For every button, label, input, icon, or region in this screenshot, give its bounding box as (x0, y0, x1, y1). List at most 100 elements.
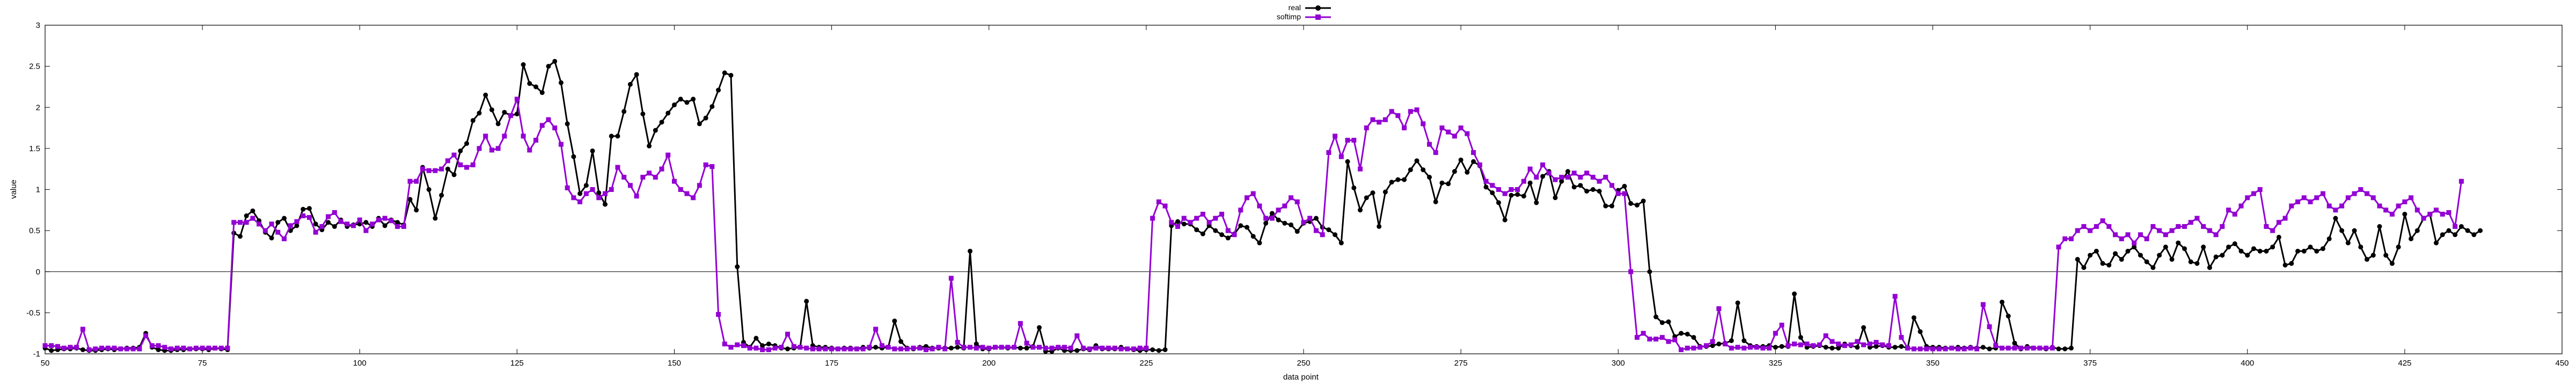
data-point-softimp (2144, 236, 2149, 241)
data-point-softimp (1968, 345, 1973, 351)
data-point-real (583, 183, 589, 188)
data-point-softimp (1666, 339, 1671, 344)
data-point-softimp (2125, 232, 2131, 237)
x-tick-label: 275 (1454, 359, 1468, 368)
data-point-softimp (376, 217, 381, 222)
data-point-real (533, 84, 539, 90)
data-point-real (647, 143, 652, 149)
data-point-softimp (99, 345, 105, 351)
data-point-real (2326, 236, 2332, 241)
data-point-softimp (2201, 224, 2206, 229)
data-point-softimp (1452, 133, 1457, 139)
data-point-real (665, 110, 671, 116)
data-point-softimp (112, 345, 117, 351)
data-point-softimp (1848, 342, 1854, 347)
data-point-real (2213, 254, 2219, 259)
data-point-real (1829, 345, 1835, 351)
data-point-softimp (684, 191, 690, 196)
data-point-real (1175, 219, 1180, 224)
data-point-softimp (1980, 302, 1986, 307)
data-point-softimp (382, 216, 387, 221)
y-tick-label: 2 (36, 103, 40, 112)
data-point-softimp (2276, 220, 2281, 225)
data-point-softimp (665, 152, 671, 158)
data-point-softimp (130, 346, 136, 352)
data-point-softimp (1188, 220, 1193, 225)
data-point-softimp (2024, 345, 2030, 351)
data-point-softimp (1282, 203, 1287, 209)
data-point-softimp (1018, 321, 1023, 326)
data-point-real (2226, 244, 2231, 250)
data-point-softimp (502, 133, 507, 139)
data-point-softimp (326, 214, 331, 219)
data-point-real (760, 343, 765, 348)
data-point-softimp (2238, 203, 2244, 209)
data-point-real (1515, 192, 1520, 197)
data-point-real (458, 148, 463, 153)
data-point-softimp (1471, 150, 1476, 155)
data-point-real (2389, 261, 2395, 266)
data-point-real (785, 346, 791, 352)
data-point-softimp (1213, 216, 1218, 221)
data-point-real (2194, 261, 2200, 266)
data-point-real (2396, 244, 2401, 250)
data-point-softimp (703, 162, 708, 168)
data-point-softimp (1974, 346, 1980, 352)
y-tick-label: -0.5 (26, 308, 40, 317)
data-point-softimp (2295, 199, 2301, 204)
data-point-real (1395, 177, 1401, 182)
series-real (42, 58, 2483, 354)
data-point-softimp (1546, 170, 1552, 176)
data-point-softimp (2006, 345, 2011, 351)
data-point-softimp (1219, 211, 1225, 217)
data-point-real (1238, 223, 1243, 228)
data-point-softimp (1289, 195, 1294, 201)
data-point-softimp (1672, 337, 1678, 343)
data-point-real (615, 133, 620, 139)
legend: real softimp (1277, 3, 1331, 21)
data-point-real (2295, 248, 2301, 254)
data-point-softimp (1206, 220, 1212, 225)
x-tick-label: 50 (41, 359, 50, 368)
data-point-real (1037, 325, 1042, 330)
data-point-real (2081, 265, 2087, 270)
data-point-softimp (1962, 346, 1967, 352)
data-point-real (395, 220, 400, 225)
data-point-softimp (2383, 207, 2389, 213)
data-point-softimp (2409, 195, 2414, 201)
data-point-real (1213, 228, 1218, 233)
data-point-softimp (2301, 195, 2307, 201)
data-point-real (439, 192, 444, 198)
data-point-softimp (68, 345, 73, 350)
data-point-softimp (2421, 216, 2426, 221)
data-point-real (269, 235, 274, 241)
data-point-real (244, 213, 249, 219)
data-point-softimp (2207, 228, 2212, 233)
data-point-softimp (1930, 346, 1935, 352)
data-point-real (80, 347, 85, 352)
data-point-real (1792, 291, 1797, 296)
data-point-real (1999, 299, 2004, 305)
legend-marker-real (1315, 5, 1321, 11)
data-point-softimp (892, 346, 897, 352)
data-point-real (1559, 179, 1564, 184)
data-point-softimp (483, 133, 488, 139)
data-point-softimp (1804, 342, 1810, 347)
data-point-real (678, 96, 683, 102)
data-point-softimp (552, 125, 558, 131)
data-point-softimp (1294, 199, 1300, 204)
data-point-softimp (2088, 228, 2093, 233)
data-point-softimp (1087, 346, 1092, 352)
data-point-softimp (1659, 335, 1665, 340)
data-point-softimp (451, 152, 457, 158)
data-point-softimp (1534, 175, 1539, 180)
data-point-softimp (1811, 343, 1816, 348)
data-point-real (728, 72, 734, 78)
data-point-softimp (1741, 345, 1747, 351)
y-tick-label: 0 (36, 268, 40, 277)
data-point-softimp (791, 344, 796, 349)
data-point-real (1553, 195, 1558, 201)
data-point-softimp (1735, 345, 1740, 350)
data-point-real (1741, 338, 1747, 343)
